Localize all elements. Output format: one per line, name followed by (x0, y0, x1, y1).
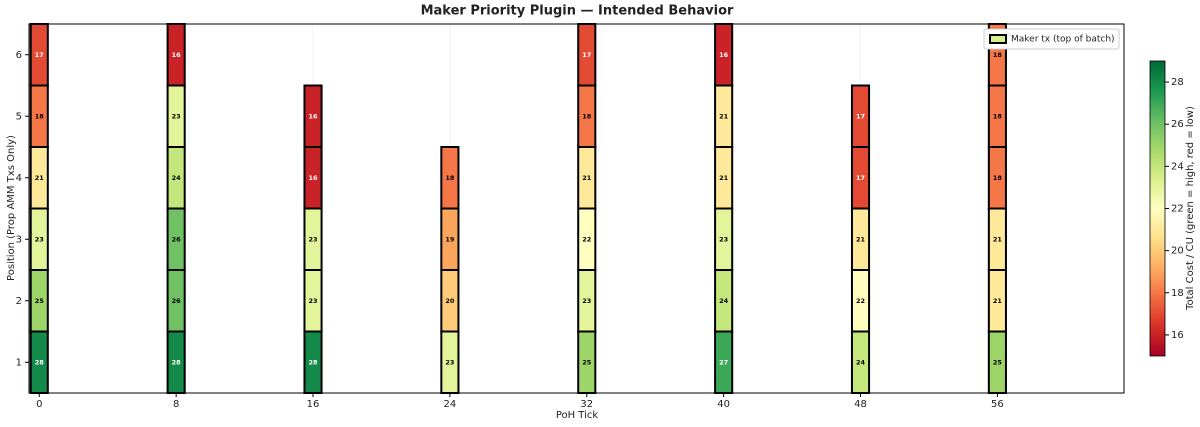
y-tick-label: 1 (16, 357, 22, 368)
cell-label: 21 (993, 297, 1003, 305)
cell-label: 23 (445, 358, 454, 366)
cell-label: 18 (993, 174, 1003, 182)
cell-label: 18 (35, 112, 45, 120)
cell-label: 18 (445, 174, 455, 182)
y-tick-label: 5 (16, 111, 22, 122)
x-tick-label: 32 (580, 399, 593, 410)
x-tick-label: 40 (717, 399, 730, 410)
y-tick-label: 4 (16, 173, 22, 184)
cell-label: 24 (172, 174, 182, 182)
colorbar-tick-label: 16 (1171, 330, 1184, 341)
cell-label: 25 (582, 358, 592, 366)
heatmap-cell (850, 84, 871, 148)
cell-label: 16 (308, 174, 318, 182)
colorbar-label: Total Cost / CU (green = high, red = low… (1185, 106, 1196, 311)
x-axis-label: PoH Tick (556, 410, 599, 421)
cell-label: 18 (993, 51, 1003, 59)
cell-label: 21 (719, 174, 729, 182)
cell-label: 26 (172, 297, 182, 305)
chart-title: Maker Priority Plugin — Intended Behavio… (421, 4, 734, 19)
colorbar-tick-label: 26 (1171, 119, 1184, 130)
cell-label: 24 (719, 297, 729, 305)
x-tick-label: 56 (991, 399, 1004, 410)
cell-label: 23 (582, 297, 591, 305)
y-tick-label: 6 (16, 50, 22, 61)
legend-label: Maker tx (top of batch) (1011, 35, 1115, 45)
cell-label: 23 (719, 235, 728, 243)
cell-label: 27 (719, 358, 728, 366)
cell-label: 23 (172, 112, 181, 120)
cell-label: 19 (445, 235, 455, 243)
cell-label: 18 (993, 112, 1003, 120)
cell-label: 26 (172, 235, 182, 243)
cell-label: 23 (308, 297, 317, 305)
cell-label: 17 (582, 51, 591, 59)
colorbar-tick-label: 22 (1171, 204, 1184, 215)
cell-label: 17 (35, 51, 44, 59)
cell-label: 28 (172, 358, 182, 366)
x-tick-label: 24 (444, 399, 457, 410)
colorbar-tick-label: 24 (1171, 161, 1184, 172)
cell-label: 22 (856, 297, 865, 305)
cell-label: 21 (719, 112, 729, 120)
colorbar-tick-label: 20 (1171, 246, 1184, 257)
cell-label: 25 (35, 297, 45, 305)
heatmap-cell (440, 146, 460, 210)
cell-label: 17 (856, 112, 865, 120)
cell-label: 21 (993, 235, 1003, 243)
x-tick-label: 48 (854, 399, 867, 410)
colorbar-tick-label: 18 (1171, 288, 1184, 299)
cell-label: 23 (308, 235, 317, 243)
cell-label: 18 (582, 112, 592, 120)
cell-label: 24 (856, 358, 866, 366)
x-tick-label: 0 (36, 399, 42, 410)
cell-label: 16 (172, 51, 182, 59)
cell-label: 21 (582, 174, 592, 182)
cell-label: 28 (35, 358, 45, 366)
cell-label: 21 (35, 174, 45, 182)
cell-label: 16 (308, 112, 318, 120)
cell-label: 21 (856, 235, 866, 243)
legend-swatch (989, 34, 1007, 44)
cell-label: 17 (856, 174, 865, 182)
x-tick-label: 16 (307, 399, 320, 410)
y-axis-label: Position (Prop AMM Txs Only) (6, 135, 17, 281)
plot-frame (28, 23, 1125, 394)
legend-box (983, 28, 1120, 50)
x-tick-label: 8 (173, 399, 179, 410)
cell-label: 25 (993, 358, 1003, 366)
cell-label: 28 (308, 358, 318, 366)
cell-label: 23 (35, 235, 44, 243)
cell-label: 20 (445, 297, 455, 305)
cell-label: 22 (582, 235, 591, 243)
y-tick-label: 3 (16, 234, 22, 245)
colorbar (1149, 60, 1166, 357)
cell-label: 16 (719, 51, 729, 59)
y-tick-label: 2 (16, 296, 22, 307)
heatmap-cell (303, 84, 323, 148)
colorbar-tick-label: 28 (1171, 77, 1184, 88)
